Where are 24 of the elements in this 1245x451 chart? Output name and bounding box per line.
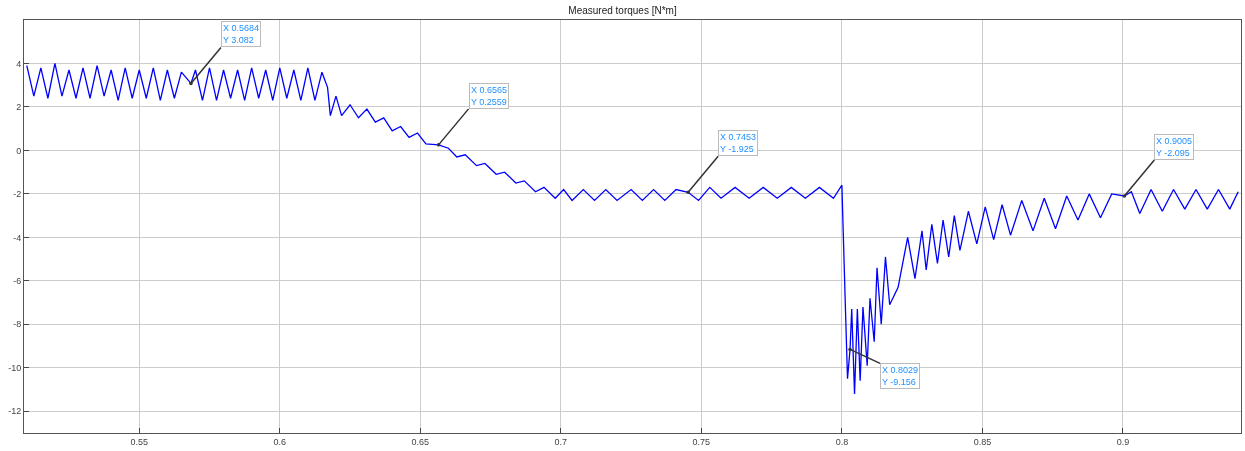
- annotation: X 0.7453 Y -1.925: [720, 132, 757, 154]
- y-tick-label: 0: [16, 145, 22, 156]
- annotation: X 0.5684 Y 3.082: [223, 23, 260, 45]
- line-series: [26, 62, 1239, 395]
- y-tick-label: -8: [13, 319, 22, 330]
- y-tick-label: -6: [13, 275, 22, 286]
- chart-title: Measured torques [N*m]: [568, 4, 677, 16]
- y-tick-label: -10: [8, 362, 22, 373]
- y-tick-label: 4: [16, 58, 22, 69]
- y-tick-label: -12: [8, 406, 22, 417]
- x-tick-label: 0.8: [835, 436, 849, 447]
- annotation: X 0.9005 Y -2.095: [1156, 136, 1193, 158]
- x-tick-label: 0.85: [973, 436, 992, 447]
- x-tick-label: 0.65: [411, 436, 430, 447]
- y-tick-label: 2: [16, 102, 22, 113]
- x-tick-label: 0.55: [130, 436, 149, 447]
- x-tick-label: 0.75: [692, 436, 711, 447]
- annotation: X 0.6565 Y 0.2559: [471, 85, 508, 107]
- y-tick-label: -4: [13, 232, 22, 243]
- y-tick-label: -2: [13, 189, 22, 200]
- x-tick-label: 0.9: [1116, 436, 1130, 447]
- annotation: X 0.8029 Y -9.156: [882, 365, 919, 387]
- x-tick-label: 0.6: [273, 436, 287, 447]
- x-tick-label: 0.7: [554, 436, 568, 447]
